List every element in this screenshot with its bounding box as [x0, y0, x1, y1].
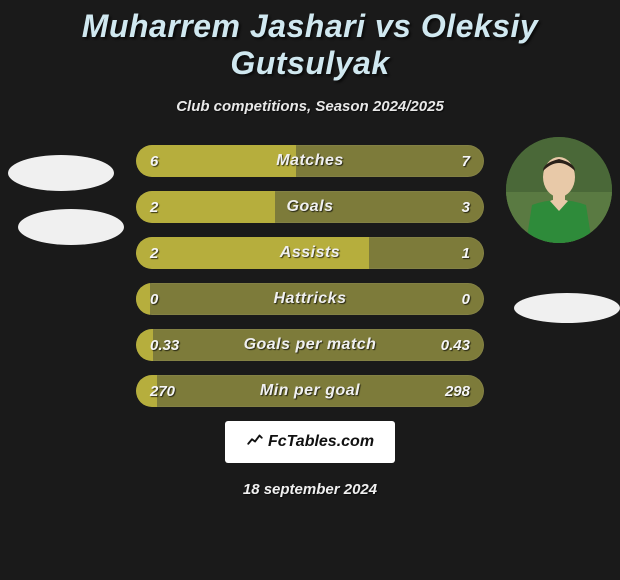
comparison-date: 18 september 2024 [0, 481, 620, 498]
stat-value-right: 298 [445, 375, 470, 407]
stat-row: 6Matches7 [136, 145, 484, 177]
stat-row: 270Min per goal298 [136, 375, 484, 407]
stat-label: Assists [136, 237, 484, 269]
stat-label: Goals per match [136, 329, 484, 361]
stat-label: Min per goal [136, 375, 484, 407]
player-right-avatar [506, 137, 612, 243]
stat-row: 0.33Goals per match0.43 [136, 329, 484, 361]
stat-value-right: 7 [462, 145, 470, 177]
player-right-portrait-icon [506, 137, 612, 243]
stat-value-right: 1 [462, 237, 470, 269]
stat-row: 2Goals3 [136, 191, 484, 223]
comparison-content: 6Matches7 2Goals3 2Assists1 0Hattricks0 0.33… [0, 145, 620, 407]
branding-text: FcTables.com [268, 433, 374, 451]
branding-icon [246, 431, 264, 454]
player-left-placeholder-2 [18, 209, 124, 245]
stat-value-right: 0 [462, 283, 470, 315]
stat-row: 2Assists1 [136, 237, 484, 269]
stat-label: Hattricks [136, 283, 484, 315]
branding-badge: FcTables.com [225, 421, 395, 463]
stat-value-right: 0.43 [441, 329, 470, 361]
player-right-placeholder [514, 293, 620, 323]
comparison-title: Muharrem Jashari vs Oleksiy Gutsulyak [0, 0, 620, 82]
stat-label: Goals [136, 191, 484, 223]
stat-row: 0Hattricks0 [136, 283, 484, 315]
stat-value-right: 3 [462, 191, 470, 223]
stat-label: Matches [136, 145, 484, 177]
comparison-subtitle: Club competitions, Season 2024/2025 [0, 98, 620, 115]
player-left-placeholder-1 [8, 155, 114, 191]
comparison-bars: 6Matches7 2Goals3 2Assists1 0Hattricks0 0.33… [136, 145, 484, 407]
